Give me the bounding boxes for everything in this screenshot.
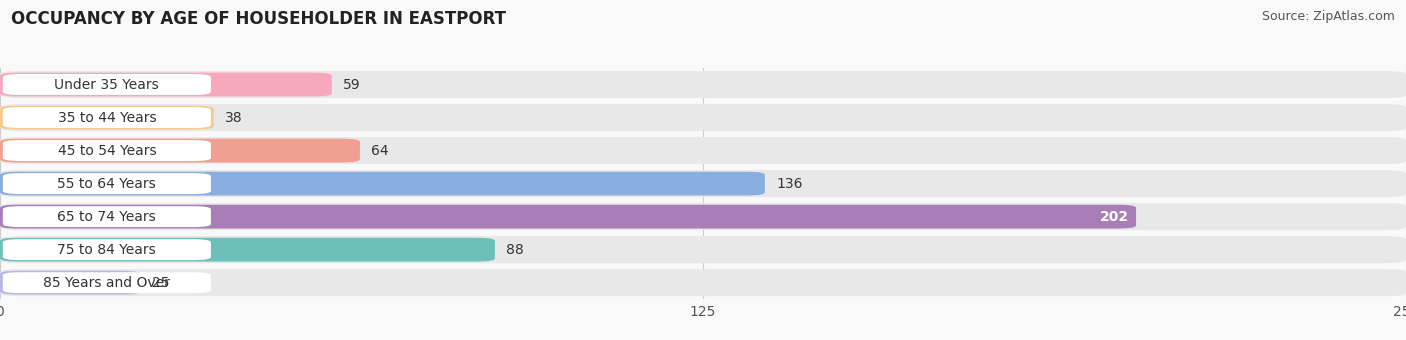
Text: 88: 88 [506, 243, 524, 257]
Text: 59: 59 [343, 78, 361, 91]
Text: 65 to 74 Years: 65 to 74 Years [58, 210, 156, 224]
Text: 45 to 54 Years: 45 to 54 Years [58, 143, 156, 157]
FancyBboxPatch shape [3, 272, 211, 293]
FancyBboxPatch shape [0, 139, 360, 163]
FancyBboxPatch shape [0, 137, 1406, 164]
Text: 55 to 64 Years: 55 to 64 Years [58, 176, 156, 191]
Text: OCCUPANCY BY AGE OF HOUSEHOLDER IN EASTPORT: OCCUPANCY BY AGE OF HOUSEHOLDER IN EASTP… [11, 10, 506, 28]
Text: 64: 64 [371, 143, 389, 157]
FancyBboxPatch shape [0, 271, 141, 294]
FancyBboxPatch shape [0, 269, 1406, 296]
FancyBboxPatch shape [0, 71, 1406, 98]
Text: 85 Years and Over: 85 Years and Over [44, 276, 170, 290]
Text: 202: 202 [1099, 210, 1129, 224]
FancyBboxPatch shape [0, 203, 1406, 230]
FancyBboxPatch shape [3, 239, 211, 260]
Text: 25: 25 [152, 276, 169, 290]
FancyBboxPatch shape [3, 206, 211, 227]
FancyBboxPatch shape [3, 107, 211, 128]
FancyBboxPatch shape [3, 140, 211, 161]
Text: 75 to 84 Years: 75 to 84 Years [58, 243, 156, 257]
FancyBboxPatch shape [0, 236, 1406, 263]
FancyBboxPatch shape [0, 238, 495, 261]
Text: 38: 38 [225, 110, 243, 124]
FancyBboxPatch shape [0, 73, 332, 97]
Text: 136: 136 [776, 176, 803, 191]
FancyBboxPatch shape [0, 172, 765, 195]
FancyBboxPatch shape [0, 205, 1136, 228]
FancyBboxPatch shape [0, 170, 1406, 197]
Text: Source: ZipAtlas.com: Source: ZipAtlas.com [1261, 10, 1395, 23]
Text: Under 35 Years: Under 35 Years [55, 78, 159, 91]
FancyBboxPatch shape [0, 104, 1406, 131]
FancyBboxPatch shape [3, 74, 211, 95]
Text: 35 to 44 Years: 35 to 44 Years [58, 110, 156, 124]
FancyBboxPatch shape [0, 106, 214, 130]
FancyBboxPatch shape [3, 173, 211, 194]
